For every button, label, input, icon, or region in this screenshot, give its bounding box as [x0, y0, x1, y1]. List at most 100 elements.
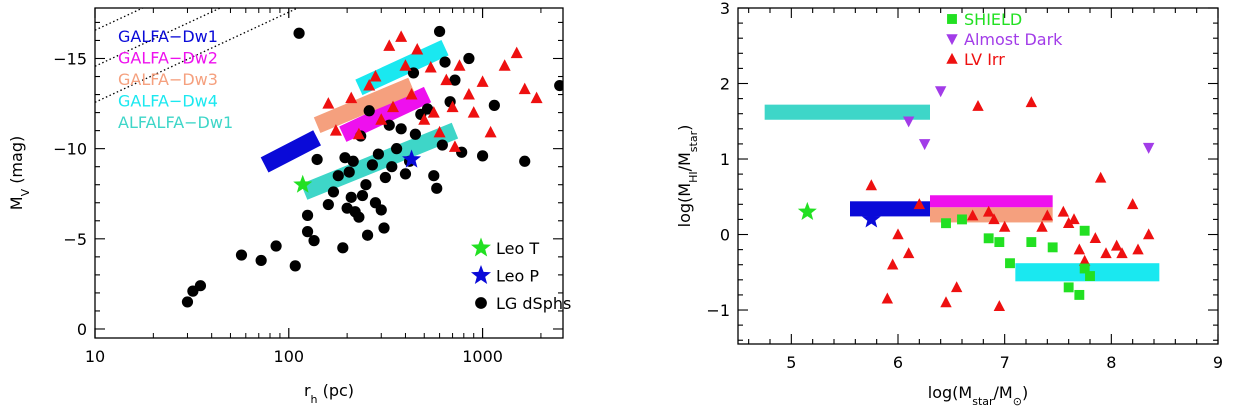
point-shield	[994, 237, 1005, 248]
point-lv-irr	[375, 113, 388, 125]
point-lv-irr	[530, 91, 543, 104]
point-lg-dsphs	[337, 242, 349, 254]
point-lg-dsphs	[255, 254, 267, 267]
right-points	[797, 86, 1155, 311]
point-lg-dsphs	[181, 296, 194, 308]
point-lv-irr	[881, 292, 894, 304]
point-lv-irr	[446, 100, 459, 113]
x-tick-label: 8	[1106, 353, 1116, 372]
point-lv-irr	[913, 198, 926, 210]
point-lg-dsphs	[519, 155, 531, 167]
point-lv-irr	[395, 30, 408, 42]
point-lv-irr	[1132, 243, 1144, 255]
point-lv-irr	[1126, 198, 1139, 210]
point-lg-dsphs	[409, 128, 421, 140]
legend-galfa-dw4: GALFA−Dw4	[118, 92, 218, 111]
point-lg-dsphs	[439, 56, 451, 68]
point-lg-dsphs	[428, 170, 440, 182]
point-lg-dsphs	[366, 159, 378, 171]
band-galfa-dw1	[260, 130, 322, 173]
point-lg-dsphs	[343, 166, 355, 178]
legend-marker-almost-dark	[946, 34, 958, 46]
point-lv-irr	[411, 42, 424, 55]
point-lg-dsphs	[322, 198, 334, 211]
band-galfa-dw1	[850, 201, 930, 217]
point-lv-irr	[993, 300, 1006, 311]
point-lv-irr	[1116, 247, 1128, 259]
y-tick-label: −5	[63, 230, 87, 249]
legend-label-shield: SHIELD	[964, 10, 1022, 29]
point-lg-dsphs	[375, 204, 387, 216]
point-shield	[1079, 263, 1090, 274]
y-tick-label: 3	[720, 0, 730, 18]
point-lv-irr	[988, 213, 1000, 225]
point-lv-irr	[383, 39, 396, 51]
point-lv-irr	[1094, 171, 1107, 183]
point-lv-irr	[865, 179, 878, 191]
legend-marker-lv-irr	[946, 52, 958, 64]
y-tick-label: −10	[53, 140, 87, 159]
point-lv-irr	[892, 228, 904, 240]
point-lv-irr	[1142, 228, 1155, 240]
point-lg-dsphs	[301, 226, 314, 238]
point-lg-dsphs	[399, 168, 412, 180]
point-almost-dark	[902, 116, 915, 128]
point-lg-dsphs	[383, 119, 395, 131]
point-lg-dsphs	[386, 161, 398, 173]
point-lv-irr	[1100, 247, 1112, 259]
y-tick-label: 1	[720, 150, 730, 169]
right-x-axis-label: log(Mstar​/M⊙)	[928, 383, 1028, 408]
point-lv-irr	[387, 100, 400, 113]
point-leo-t	[797, 201, 817, 220]
point-lv-irr	[982, 205, 995, 217]
point-lg-dsphs	[390, 143, 403, 155]
point-lv-irr	[467, 106, 480, 118]
x-tick-label: 10	[85, 347, 105, 366]
point-shield	[1005, 258, 1015, 269]
point-lv-irr	[1025, 96, 1038, 108]
point-lg-dsphs	[431, 182, 443, 194]
left-ticks: 10 100 1000 0 −5 −10 −15	[53, 8, 563, 366]
y-tick-label: 0	[77, 320, 87, 339]
legend-galfa-dw2: GALFA−Dw2	[118, 49, 218, 68]
point-lv-irr	[972, 99, 984, 111]
y-tick-label: −15	[53, 49, 87, 68]
point-leo-p	[402, 149, 422, 168]
point-lg-dsphs	[293, 27, 305, 39]
x-tick-label: 7	[1000, 353, 1010, 372]
point-lv-irr	[418, 113, 431, 125]
point-lg-dsphs	[433, 25, 446, 38]
point-lg-dsphs	[308, 235, 320, 247]
legend-marker-lg-dsphs	[475, 297, 487, 309]
point-lv-irr	[966, 209, 979, 221]
left-x-axis-label: rh (pc)	[304, 381, 354, 406]
point-lg-dsphs	[345, 191, 357, 203]
band-galfa-dw2	[930, 195, 1053, 208]
legend-alfalfa-dw1: ALFALFA−Dw1	[118, 113, 233, 132]
point-shield	[1047, 242, 1058, 253]
point-lg-dsphs	[360, 179, 372, 191]
point-lg-dsphs	[449, 74, 461, 86]
right-ticks: 5 6 7 8 9 −1 0 1 2 3	[706, 0, 1223, 372]
point-lv-irr	[345, 91, 358, 104]
point-lg-dsphs	[194, 280, 207, 292]
band-galfa-dw2	[339, 86, 432, 142]
point-almost-dark	[934, 86, 947, 98]
point-lv-irr	[1057, 205, 1070, 217]
point-lv-irr	[399, 59, 412, 71]
point-lg-dsphs	[488, 99, 500, 111]
point-lg-dsphs	[289, 260, 301, 272]
point-lv-irr	[1078, 254, 1091, 266]
point-lg-dsphs	[378, 222, 390, 234]
point-lg-dsphs	[363, 105, 375, 117]
left-band-legend: GALFA−Dw1 GALFA−Dw2 GALFA−Dw3 GALFA−Dw4 ALFA…	[118, 27, 233, 132]
legend-marker-shield	[947, 14, 957, 24]
point-lg-dsphs	[476, 150, 489, 162]
point-lv-irr	[448, 140, 461, 152]
point-lg-dsphs	[395, 123, 407, 135]
point-shield	[1026, 237, 1037, 248]
legend-label-leo-t: Leo T	[496, 239, 539, 258]
legend-label-almost-dark: Almost Dark	[964, 30, 1063, 49]
point-lv-irr	[498, 59, 511, 71]
